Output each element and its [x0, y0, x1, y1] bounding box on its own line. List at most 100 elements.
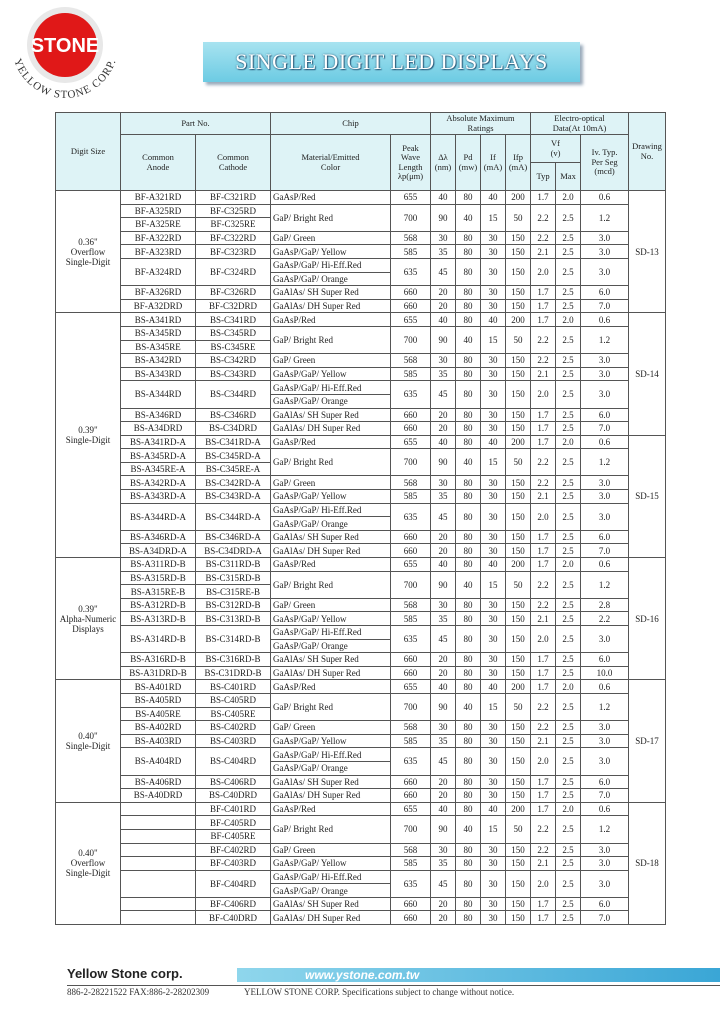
chip-material: GaAsP/GaP/ Orange — [270, 760, 391, 776]
chip-material: GaAsP/GaP/ Yellow — [270, 856, 391, 871]
cathode-part: BF-C32DRD — [195, 298, 271, 314]
spec-value: 150 — [504, 910, 532, 926]
spec-value: 3.0 — [580, 502, 630, 531]
spec-value: 2.5 — [555, 720, 582, 735]
header-cell-line: No. — [640, 150, 654, 161]
cathode-part: BF-C325RD — [195, 203, 271, 219]
spec-value: 90 — [430, 815, 456, 844]
digit-size: 0.39" Alpha-Numeric Displays — [55, 557, 121, 681]
spec-value: 80 — [455, 257, 481, 287]
spec-value: 35 — [430, 733, 456, 749]
anode-part: BS-A315RD-B — [120, 570, 196, 586]
anode-part: BS-A342RD — [120, 353, 196, 368]
chip-material: GaAlAs/ DH Super Red — [270, 910, 391, 926]
spec-value: 35 — [430, 611, 456, 626]
spec-value: 2.5 — [555, 489, 582, 504]
spec-value: 660 — [390, 652, 431, 667]
spec-value: 585 — [390, 244, 431, 259]
header-cell: Drawing No. — [628, 112, 667, 191]
spec-value: 30 — [480, 747, 506, 776]
spec-value: 15 — [480, 570, 506, 599]
spec-value: 1.7 — [530, 434, 557, 450]
footer-note: YELLOW STONE CORP. Specifications subjec… — [244, 987, 515, 997]
digit-size-line: 0.39" — [78, 425, 98, 436]
spec-value: 80 — [455, 801, 481, 817]
table-row: BF-A324RD BF-C324RD GaAsP/GaP/ Hi-Eff.Red 6… — [56, 257, 666, 287]
spec-value: 568 — [390, 230, 431, 246]
spec-value: 7.0 — [580, 543, 630, 559]
cathode-part: BS-C341RD — [195, 312, 271, 327]
anode-part: BS-A345RD — [120, 325, 196, 341]
header-cell: Vf (v) — [530, 134, 582, 163]
spec-value: 20 — [430, 910, 456, 926]
footer-company: Yellow Stone corp. — [67, 966, 183, 981]
chip-material: GaP/ Bright Red — [270, 325, 391, 355]
spec-value: 3.0 — [580, 380, 630, 409]
spec-value: 200 — [504, 801, 532, 817]
spec-value: 3.0 — [580, 747, 630, 776]
spec-value: 0.6 — [580, 557, 630, 572]
anode-part — [120, 856, 196, 871]
spec-value: 2.2 — [530, 815, 557, 844]
spec-value: 655 — [390, 557, 431, 572]
spec-value: 80 — [455, 407, 481, 423]
spec-value: 1.7 — [530, 407, 557, 423]
spec-value: 150 — [504, 529, 532, 545]
spec-value: 150 — [504, 665, 532, 681]
cathode-part: BF-C40DRD — [195, 910, 271, 926]
anode-part: BS-A401RD — [120, 679, 196, 694]
spec-value: 3.0 — [580, 624, 630, 654]
spec-value: 568 — [390, 720, 431, 735]
header-cell-line: (mw) — [458, 161, 478, 172]
chip-material: GaAsP/Red — [270, 801, 391, 817]
header-cell-line: Pd — [463, 152, 473, 162]
spec-value: 3.0 — [580, 257, 630, 287]
spec-value: 3.0 — [580, 733, 630, 749]
chip-material: GaAsP/GaP/ Hi-Eff.Red — [270, 869, 391, 885]
spec-value: 150 — [504, 475, 532, 491]
spec-value: 80 — [455, 869, 481, 898]
cathode-part: BS-C403RD — [195, 733, 271, 749]
header-row: Typ Max — [56, 162, 666, 191]
header-cell-line: (mA) — [508, 161, 528, 172]
cathode-part: BS-C314RD-B — [195, 624, 271, 654]
spec-value: 200 — [504, 434, 532, 450]
spec-value: 7.0 — [580, 421, 630, 436]
table-body: 0.36" Overflow Single-Digit BF-A321RD BF-C32… — [55, 189, 667, 926]
chip-material: GaAlAs/ DH Super Red — [270, 543, 391, 559]
header-cell-line: λp(μm) — [397, 171, 424, 181]
cathode-part: BF-C401RD — [195, 801, 271, 817]
spec-value: 2.5 — [555, 543, 582, 559]
cathode-part: BF-C322RD — [195, 230, 271, 246]
spec-value: 40 — [480, 679, 506, 694]
spec-value: 20 — [430, 407, 456, 423]
chip-material: GaAsP/GaP/ Yellow — [270, 489, 391, 504]
spec-value: 660 — [390, 774, 431, 790]
cathode-part: BS-C404RD — [195, 747, 271, 776]
table-row: BS-A40DRD BS-C40DRD GaAlAs/ DH Super Red 66… — [56, 788, 666, 803]
spec-value: 20 — [430, 774, 456, 790]
spec-value: 2.5 — [555, 448, 582, 477]
spec-value: 80 — [455, 624, 481, 654]
header-cell: Common Cathode — [195, 134, 271, 191]
spec-value: 30 — [480, 407, 506, 423]
spec-value: 30 — [480, 475, 506, 491]
spec-value: 150 — [504, 869, 532, 898]
spec-value: 0.6 — [580, 190, 630, 205]
spec-table: Digit Size Part No. Chip Absolute Maximum Ra… — [55, 112, 667, 926]
cathode-part: BS-C405RD — [195, 692, 271, 708]
table-row: BF-A325RE BF-C325RE — [56, 217, 666, 232]
digit-size-line: 0.36" — [78, 236, 98, 247]
table-row: BF-A323RD BF-C323RD GaAsP/GaP/ Yellow 585 35… — [56, 244, 666, 259]
spec-value: 30 — [480, 842, 506, 858]
header-cell: Iv. Typ. Per Seg (mcd) — [580, 134, 630, 191]
spec-value: 150 — [504, 366, 532, 382]
spec-value: 30 — [480, 421, 506, 436]
spec-value: 15 — [480, 203, 506, 232]
spec-value: 655 — [390, 434, 431, 450]
spec-value: 700 — [390, 692, 431, 722]
logo-disc — [33, 13, 97, 77]
digit-size-line: Alpha-Numeric — [59, 613, 117, 624]
header-cell-line: Wave — [400, 152, 421, 162]
chip-material: GaAlAs/ DH Super Red — [270, 421, 391, 436]
